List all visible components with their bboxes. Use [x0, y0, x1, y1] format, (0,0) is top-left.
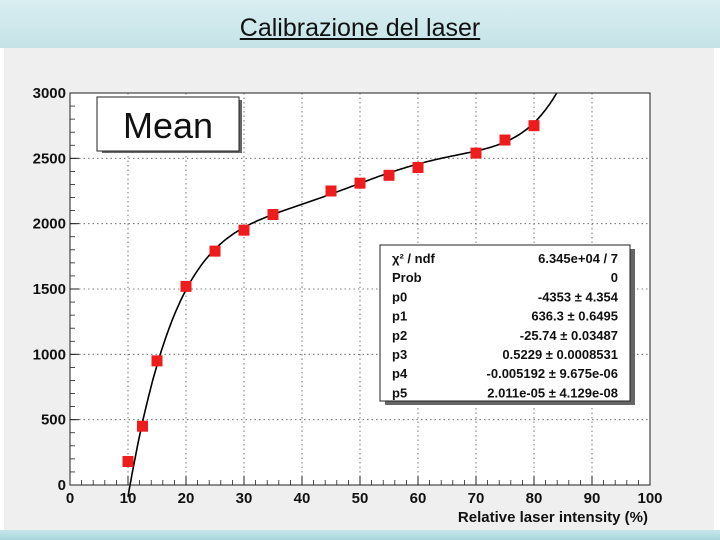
x-tick-label: 20: [178, 490, 195, 507]
y-tick-label: 500: [41, 412, 66, 429]
data-point-marker: [209, 245, 221, 257]
x-tick-label: 60: [410, 490, 427, 507]
stats-rows: χ² / ndf 6.345e+04 / 7 Prob 0 p0 -4353 ± 4.35…: [392, 251, 619, 400]
fit-curve-group: [127, 92, 558, 498]
y-axis-ticks: 0 500 1000 1500 2000 2500 3000: [33, 85, 79, 494]
title-box: [96, 96, 240, 152]
y-tick-label: 2000: [33, 216, 66, 233]
data-point-marker: [412, 161, 424, 173]
data-point-marker: [528, 120, 540, 132]
slide-header-band: [0, 0, 720, 48]
x-tick-label: 90: [584, 490, 601, 507]
stats-param-value: 6.345e+04 / 7: [538, 251, 618, 266]
data-point-marker: [499, 134, 511, 146]
y-tick-label: 1500: [33, 281, 66, 298]
stats-param-name: p1: [392, 309, 407, 324]
y-tick-label: 2500: [33, 150, 66, 167]
x-tick-label: 100: [637, 490, 662, 507]
stats-param-name: p0: [392, 289, 407, 304]
x-axis-label: Relative laser intensity (%): [458, 509, 648, 526]
data-point-marker: [122, 455, 134, 467]
stats-param-value: 0.5229 ± 0.0008531: [502, 347, 618, 362]
data-point-marker: [238, 224, 250, 236]
x-tick-label: 80: [526, 490, 543, 507]
stats-param-value: -4353 ± 4.354: [538, 289, 619, 304]
stats-param-name: p4: [392, 366, 408, 381]
data-point-marker: [470, 147, 482, 159]
stats-param-name: p5: [392, 385, 407, 400]
data-point-marker: [180, 280, 192, 292]
slide-footer-band: [0, 530, 720, 540]
data-point-marker: [137, 420, 148, 432]
data-point-marker: [383, 169, 395, 181]
data-point-marker: [354, 177, 366, 189]
stats-param-value: 636.3 ± 0.6495: [531, 309, 618, 324]
stats-param-name: Prob: [392, 270, 422, 285]
x-tick-label: 50: [352, 490, 369, 507]
x-tick-label: 70: [468, 490, 485, 507]
x-axis-ticks: 0 10 20 30 40 50 60 70 80 90 100: [66, 476, 663, 507]
data-point-marker: [267, 209, 279, 221]
y-tick-label: 1000: [33, 346, 66, 363]
chart-title: Mean: [123, 105, 213, 146]
stats-param-value: -0.005192 ± 9.675e-06: [487, 366, 618, 381]
stats-param-value: -25.74 ± 0.03487: [520, 328, 618, 343]
data-point-marker: [325, 185, 337, 197]
fit-curve: [127, 92, 558, 498]
stats-param-value: 0: [611, 270, 618, 285]
y-tick-label: 3000: [33, 85, 66, 102]
x-tick-label: 10: [120, 490, 137, 507]
stats-param-name: χ² / ndf: [392, 251, 436, 266]
data-points: [122, 120, 540, 467]
data-point-marker: [151, 355, 163, 367]
stats-param-name: p2: [392, 328, 407, 343]
stats-box: [379, 244, 631, 402]
y-tick-label: 0: [58, 477, 66, 494]
stats-param-value: 2.011e-05 ± 4.129e-08: [487, 385, 618, 400]
x-tick-label: 40: [294, 490, 311, 507]
x-tick-label: 30: [236, 490, 253, 507]
stats-param-name: p3: [392, 347, 407, 362]
x-tick-label: 0: [66, 490, 74, 507]
slide-title: Calibrazione del laser: [239, 14, 481, 42]
